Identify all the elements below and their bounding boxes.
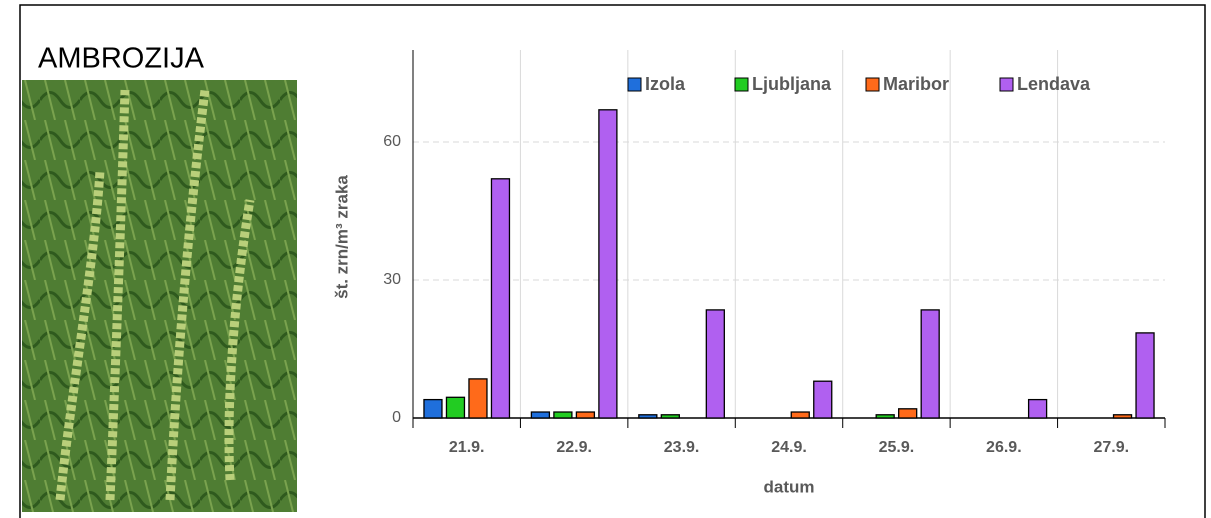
x-tick-label: 23.9.	[664, 439, 700, 456]
panel-title: AMBROZIJA	[38, 43, 205, 75]
bar	[1135, 332, 1155, 419]
x-tick-label: 25.9.	[879, 439, 915, 456]
legend-swatch	[865, 77, 880, 92]
bar	[705, 309, 725, 419]
bar	[1112, 414, 1133, 419]
legend-label: Ljubljana	[752, 74, 832, 94]
bar	[920, 309, 940, 419]
bar	[553, 411, 573, 419]
x-tick-label: 24.9.	[771, 439, 807, 456]
bar	[445, 396, 466, 419]
bar	[490, 178, 511, 419]
bar	[1027, 398, 1048, 419]
bar	[638, 414, 658, 419]
legend-swatch	[999, 77, 1014, 92]
bar	[530, 411, 551, 419]
legend-swatch	[627, 77, 642, 92]
plant-photo	[22, 80, 297, 512]
bar	[790, 411, 810, 419]
x-tick-label: 27.9.	[1093, 439, 1129, 456]
legend-label: Izola	[645, 74, 686, 94]
y-axis-label: št. zrn/m³ zraka	[332, 175, 351, 299]
y-tick-label: 0	[392, 409, 401, 426]
bar	[598, 109, 618, 419]
bar	[660, 414, 680, 419]
y-tick-label: 60	[383, 133, 401, 150]
legend-swatch	[734, 77, 749, 92]
bar	[423, 398, 443, 419]
legend-label: Lendava	[1017, 74, 1091, 94]
y-tick-label: 30	[383, 271, 401, 288]
legend-label: Maribor	[883, 74, 949, 94]
bar	[813, 380, 833, 419]
bar	[898, 408, 918, 419]
x-tick-label: 26.9.	[986, 439, 1022, 456]
x-axis-label: datum	[764, 477, 815, 496]
x-tick-label: 22.9.	[556, 439, 592, 456]
bar	[575, 411, 596, 419]
bar	[875, 414, 895, 419]
x-tick-label: 21.9.	[449, 439, 485, 456]
bar	[468, 378, 488, 419]
